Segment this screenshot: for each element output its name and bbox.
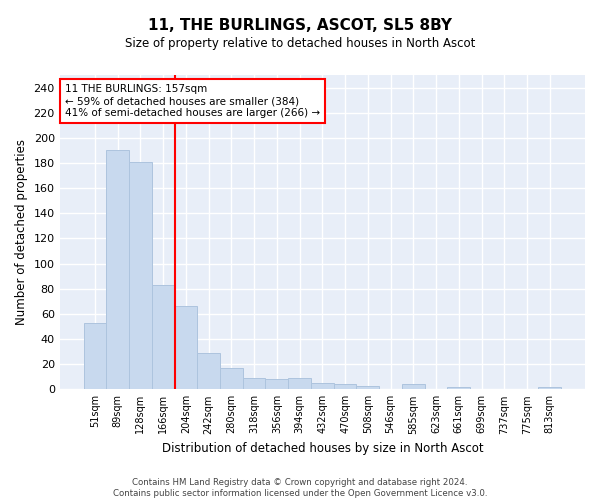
Bar bbox=[197, 353, 220, 390]
Bar bbox=[175, 306, 197, 390]
Bar bbox=[83, 322, 106, 390]
Y-axis label: Number of detached properties: Number of detached properties bbox=[15, 139, 28, 325]
X-axis label: Distribution of detached houses by size in North Ascot: Distribution of detached houses by size … bbox=[161, 442, 483, 455]
Bar bbox=[538, 387, 561, 390]
Text: 11 THE BURLINGS: 157sqm
← 59% of detached houses are smaller (384)
41% of semi-d: 11 THE BURLINGS: 157sqm ← 59% of detache… bbox=[65, 84, 320, 117]
Bar bbox=[129, 162, 152, 390]
Text: Contains HM Land Registry data © Crown copyright and database right 2024.
Contai: Contains HM Land Registry data © Crown c… bbox=[113, 478, 487, 498]
Bar bbox=[265, 379, 288, 390]
Bar bbox=[448, 387, 470, 390]
Bar bbox=[243, 378, 265, 390]
Text: 11, THE BURLINGS, ASCOT, SL5 8BY: 11, THE BURLINGS, ASCOT, SL5 8BY bbox=[148, 18, 452, 32]
Text: Size of property relative to detached houses in North Ascot: Size of property relative to detached ho… bbox=[125, 38, 475, 51]
Bar bbox=[220, 368, 243, 390]
Bar bbox=[311, 383, 334, 390]
Bar bbox=[402, 384, 425, 390]
Bar bbox=[288, 378, 311, 390]
Bar bbox=[106, 150, 129, 390]
Bar bbox=[356, 386, 379, 390]
Bar bbox=[152, 285, 175, 390]
Bar bbox=[334, 384, 356, 390]
